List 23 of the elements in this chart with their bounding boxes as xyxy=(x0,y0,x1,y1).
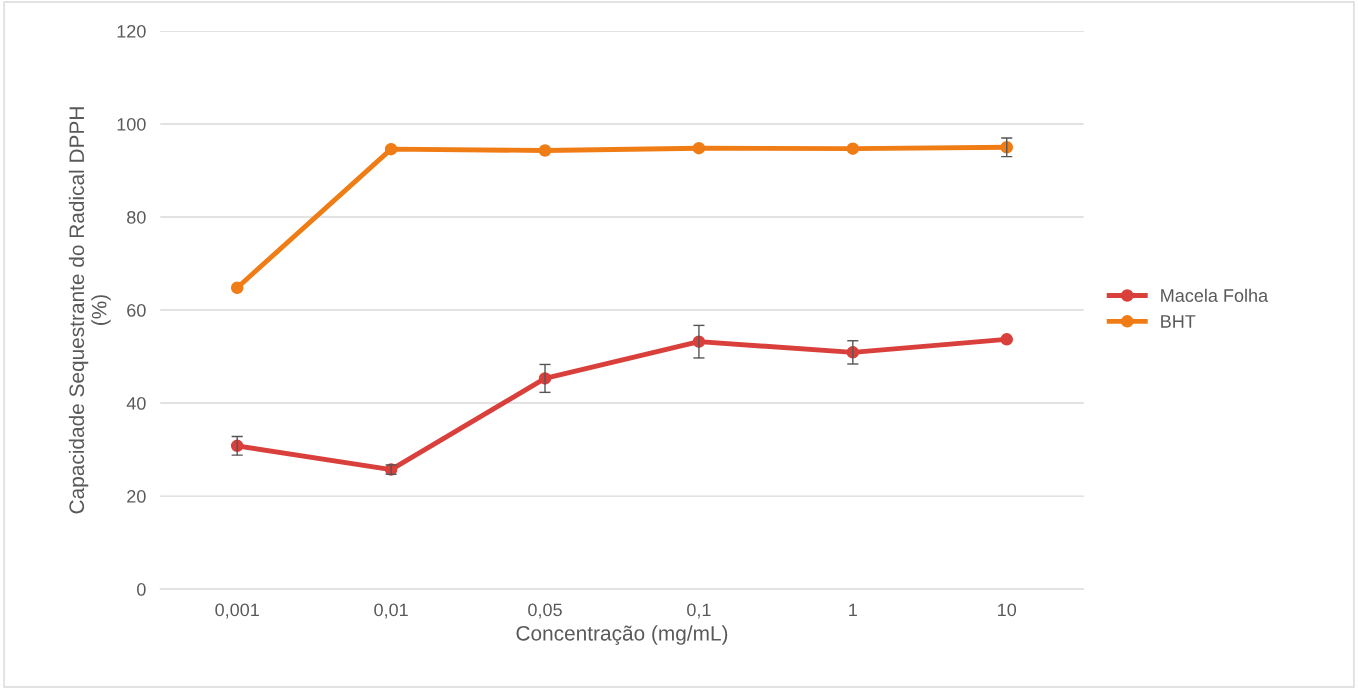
point xyxy=(538,144,552,157)
y-tick-label: 80 xyxy=(127,210,146,224)
y-tick-label: 60 xyxy=(127,303,146,317)
y-tick-label: 100 xyxy=(117,117,146,131)
point xyxy=(692,141,706,155)
legend-label: BHT xyxy=(1161,315,1196,328)
x-tick-label: 0,1 xyxy=(687,603,711,619)
y-tick-label: 20 xyxy=(127,490,146,503)
x-tick-label: 0,01 xyxy=(374,603,408,619)
point xyxy=(1000,333,1013,346)
y-tick-label: 0 xyxy=(137,583,146,596)
point xyxy=(384,142,398,156)
y-tick-label: 40 xyxy=(126,397,146,410)
y-tick-label: 120 xyxy=(117,24,146,38)
x-tick-label: 1 xyxy=(849,603,857,617)
legend-label: Macela Folha xyxy=(1161,288,1269,302)
x-axis-title: Concentração (mg/mL) xyxy=(516,625,728,645)
y-axis-title: Capacidade Sequestrante do Radical DPPH (%) xyxy=(68,107,111,514)
point xyxy=(230,281,244,294)
point xyxy=(846,142,860,155)
x-tick-label: 0,05 xyxy=(528,603,562,619)
x-tick-label: 10 xyxy=(998,603,1017,617)
x-tick-label: 0,001 xyxy=(215,603,259,619)
